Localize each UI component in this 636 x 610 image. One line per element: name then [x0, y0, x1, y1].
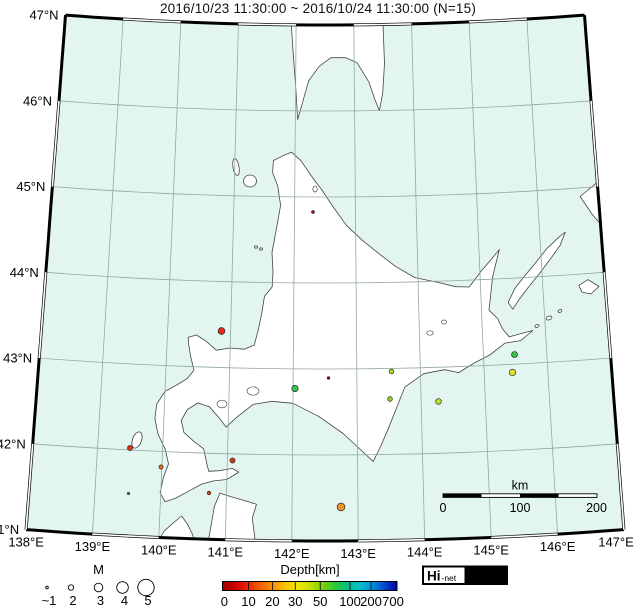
lon-label: 143°E [340, 546, 376, 561]
magnitude-legend-circle [45, 585, 49, 590]
lat-label: 45°N [16, 179, 45, 194]
island [557, 309, 563, 313]
lon-label: 142°E [274, 546, 310, 561]
logo-hi: Hi [427, 569, 441, 584]
lon-label: 145°E [473, 543, 509, 558]
lon-label: 140°E [141, 543, 177, 558]
lat-labels: 47°N 46°N 45°N 44°N 43°N 42°N 41°N [0, 8, 59, 537]
map-border [24, 13, 626, 543]
earthquake-marker [206, 490, 212, 496]
magnitude-legend-circle [67, 584, 75, 591]
scale-bar-tick-label: 0 [440, 501, 447, 515]
magnitude-legend-label: 3 [97, 593, 104, 608]
earthquake-marker [158, 464, 164, 470]
earthquake-marker [387, 396, 393, 402]
depth-tick-label: 700 [382, 594, 404, 609]
earthquake-marker [388, 368, 395, 375]
depth-tick-label: 20 [265, 594, 279, 609]
depth-colorbar-title: Depth[km] [280, 562, 339, 577]
magnitude-legend-label: 2 [69, 593, 76, 608]
lat-label: 41°N [0, 522, 19, 537]
depth-tick-label: 200 [360, 594, 382, 609]
logo-nied: NIED [469, 569, 502, 584]
lat-label: 43°N [3, 351, 32, 366]
depth-tick-label: 10 [241, 594, 255, 609]
lon-label: 146°E [540, 539, 576, 554]
depth-tick-label: 100 [339, 594, 361, 609]
island [545, 315, 553, 321]
lake [426, 330, 434, 336]
lake [441, 319, 447, 325]
scale-bar-tick-label: 100 [510, 501, 531, 515]
hinet-nied-logo: Hi -net NIED [422, 565, 508, 585]
magnitude-legend-circle [116, 581, 129, 594]
island [534, 324, 540, 328]
logo-net: -net [442, 573, 457, 583]
scale-bar: km 0 100 200 [440, 479, 607, 516]
page-title: 2016/10/23 11:30:00 ~ 2016/10/24 11:30:0… [159, 1, 477, 16]
island [254, 245, 258, 249]
magnitude-legend-circle [137, 578, 155, 597]
lon-label: 144°E [407, 545, 443, 560]
lon-label: 141°E [208, 545, 244, 560]
lake [246, 386, 260, 396]
lat-label: 44°N [10, 265, 39, 280]
coastline [507, 231, 566, 310]
earthquake-marker [336, 502, 346, 512]
island [131, 431, 143, 449]
lon-label: 138°E [8, 535, 44, 550]
magnitude-legend-label: 5 [144, 593, 151, 608]
earthquake-marker [311, 210, 315, 214]
depth-tick-label: 50 [313, 594, 327, 609]
depth-tick-label: 0 [221, 594, 228, 609]
magnitude-legend: M ~1 2 3 4 5 [42, 562, 155, 608]
earthquake-markers [127, 210, 518, 512]
island [259, 247, 263, 251]
earthquake-marker [229, 457, 236, 464]
earthquake-marker [326, 376, 331, 380]
lake [216, 399, 228, 409]
lon-labels: 138°E 139°E 140°E 141°E 142°E 143°E 144°E 145°E… [8, 535, 634, 561]
earthquake-marker [127, 445, 133, 451]
coastline [154, 151, 534, 502]
depth-tick-label: 30 [288, 594, 302, 609]
lat-label: 42°N [0, 436, 26, 451]
scale-bar-tick-label: 200 [586, 501, 607, 515]
earthquake-marker [291, 384, 299, 392]
island [243, 174, 257, 188]
depth-colorbar: Depth[km] 0 10 20 30 50 100 200 700 [221, 562, 404, 609]
coastline [290, 15, 385, 120]
magnitude-legend-circle [93, 582, 104, 593]
lat-label: 46°N [23, 93, 52, 108]
magnitude-legend-label: 4 [121, 593, 128, 608]
magnitude-legend-title: M [93, 562, 104, 577]
scale-bar-unit: km [512, 479, 529, 493]
lat-label: 47°N [29, 8, 58, 23]
earthquake-marker [217, 327, 226, 335]
earthquake-marker [435, 398, 442, 405]
coastline [578, 279, 600, 295]
lake [312, 185, 318, 193]
earthquake-marker [511, 351, 518, 358]
lon-label: 139°E [75, 539, 111, 554]
lon-label: 147°E [598, 535, 634, 550]
coastline [156, 492, 257, 542]
earthquake-marker [127, 491, 131, 495]
earthquake-marker [508, 368, 517, 377]
magnitude-legend-label: ~1 [42, 593, 57, 608]
